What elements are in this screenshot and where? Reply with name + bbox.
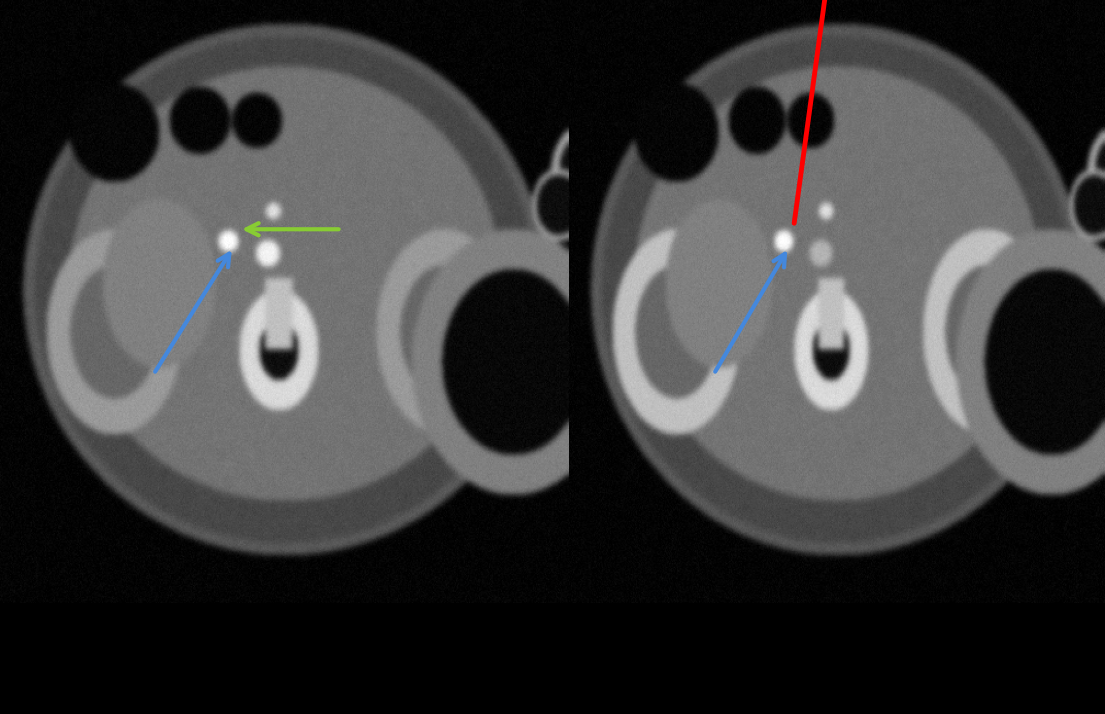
Text: (blue arrow) makes it easier to biopsy the perivascular recurrence: (blue arrow) makes it easier to biopsy t… xyxy=(57,677,1048,703)
Text: The Fixed-Point Method: The Fixed-Point Method xyxy=(220,18,819,61)
Text: https://www.ctbiopsy.com/pancreas03/: https://www.ctbiopsy.com/pancreas03/ xyxy=(334,547,738,567)
Text: Focusing on a fixed, immovable point, in this case, one of the sutures: Focusing on a fixed, immovable point, in… xyxy=(33,621,1072,648)
